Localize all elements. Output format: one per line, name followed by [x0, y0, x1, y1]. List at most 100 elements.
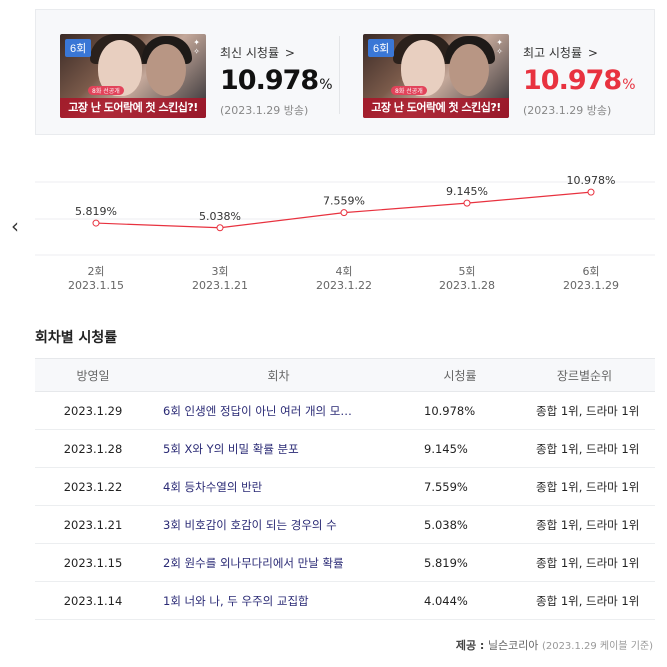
row-episode-link[interactable]: 6회 인생엔 정답이 아닌 여러 개의 모…	[151, 391, 406, 430]
row-date: 2023.1.29	[35, 391, 151, 430]
percent-unit: %	[319, 77, 332, 93]
chart-value-labels: 5.819% 5.038% 7.559% 9.145% 10.978%	[75, 174, 615, 223]
highest-rating-value: 10.978%	[523, 66, 663, 100]
table-row: 2023.1.15 2회 원수를 외나무다리에서 만날 확률 5.819% 종합 1위…	[35, 543, 655, 582]
ratings-summary-box: ✦ ✧ 6회 8화 선공개 고장 난 도어락에 첫 스킨십?! 최신 시청률 > …	[35, 9, 655, 135]
data-label: 5.819%	[75, 205, 117, 218]
ratings-line-chart: ‹ 5.819% 5.038% 7.559% 9.145% 10.978% 2회 2023…	[0, 150, 667, 300]
x-tick-date: 2023.1.28	[439, 279, 495, 292]
latest-rating-number: 10.978	[220, 65, 319, 96]
row-rank: 종합 1위, 드라마 1위	[514, 391, 655, 430]
chart-canvas: 5.819% 5.038%7.559%9.145%10.978% 2회2023.1…	[35, 174, 655, 292]
data-point	[92, 219, 100, 227]
source-label: 제공 :	[455, 639, 485, 652]
row-episode-link[interactable]: 2회 원수를 외나무다리에서 만날 확률	[151, 543, 406, 582]
table-header-row: 방영일 회차 시청률 장르별순위	[35, 358, 655, 392]
row-rating: 9.145%	[406, 429, 514, 468]
row-rating: 10.978%	[406, 391, 514, 430]
column-header-date: 방영일	[35, 358, 151, 392]
preview-badge: 8화 선공개	[88, 86, 124, 95]
section-title: 회차별 시청률	[35, 330, 118, 346]
data-point	[340, 209, 348, 217]
row-date: 2023.1.22	[35, 467, 151, 506]
chart-x-labels: 2회2023.1.153회2023.1.214회2023.1.225회2023.…	[68, 265, 619, 292]
row-rating: 5.819%	[406, 543, 514, 582]
column-header-episode: 회차	[151, 358, 406, 392]
episode-badge: 6회	[368, 39, 395, 57]
row-rank: 종합 1위, 드라마 1위	[514, 581, 655, 620]
data-label: 9.145%	[446, 185, 488, 198]
chart-grid	[35, 181, 655, 256]
episodes-table: 방영일 회차 시청률 장르별순위 2023.1.29 6회 인생엔 정답이 아닌 …	[35, 358, 655, 620]
latest-rating-date: (2023.1.29 방송)	[220, 104, 309, 117]
thumbnail-caption: 고장 난 도어락에 첫 스킨십?!	[60, 98, 206, 118]
row-rating: 5.038%	[406, 505, 514, 544]
thumbnail-figure	[449, 44, 489, 96]
x-tick-date: 2023.1.15	[68, 279, 124, 292]
chart-points	[92, 188, 595, 232]
chevron-right-icon: >	[284, 46, 295, 60]
x-tick-date: 2023.1.22	[316, 279, 372, 292]
x-tick-label: 6회	[582, 265, 599, 278]
x-tick-label: 5회	[458, 265, 475, 278]
row-date: 2023.1.21	[35, 505, 151, 544]
thumbnail-figure	[146, 44, 186, 96]
latest-episode-thumbnail[interactable]: ✦ ✧ 6회 8화 선공개 고장 난 도어락에 첫 스킨십?!	[60, 34, 206, 118]
data-point	[216, 224, 224, 232]
data-point	[463, 199, 471, 207]
latest-rating-label[interactable]: 최신 시청률 >	[220, 44, 360, 61]
row-date: 2023.1.28	[35, 429, 151, 468]
highest-rating-label[interactable]: 최고 시청률 >	[523, 44, 663, 61]
row-rank: 종합 1위, 드라마 1위	[514, 543, 655, 582]
row-rank: 종합 1위, 드라마 1위	[514, 467, 655, 506]
row-rank: 종합 1위, 드라마 1위	[514, 505, 655, 544]
source-note: (2023.1.29 케이블 기준)	[541, 641, 653, 652]
sparkle-icon: ✦ ✧	[193, 38, 200, 56]
highest-rating-date: (2023.1.29 방송)	[523, 104, 612, 117]
sparkle-icon: ✦ ✧	[496, 38, 503, 56]
source-provider: 닐슨코리아	[487, 639, 539, 652]
table-row: 2023.1.28 5회 X와 Y의 비밀 확률 분포 9.145% 종합 1위, 드…	[35, 429, 655, 468]
episode-badge: 6회	[65, 39, 92, 57]
x-tick-label: 2회	[87, 265, 104, 278]
chevron-right-icon: >	[587, 46, 598, 60]
table-row: 2023.1.21 3회 비호감이 호감이 되는 경우의 수 5.038% 종합 1위…	[35, 505, 655, 544]
x-tick-label: 3회	[211, 265, 228, 278]
data-label: 7.559%	[323, 195, 365, 208]
card-divider	[339, 36, 340, 114]
data-label: 10.978%	[567, 174, 616, 187]
chevron-left-icon[interactable]: ‹	[11, 214, 19, 238]
row-episode-link[interactable]: 3회 비호감이 호감이 되는 경우의 수	[151, 505, 406, 544]
highest-rating-info: 최고 시청률 > 10.978% (2023.1.29 방송)	[523, 44, 663, 118]
thumbnail-caption: 고장 난 도어락에 첫 스킨십?!	[363, 98, 509, 118]
row-date: 2023.1.14	[35, 581, 151, 620]
highest-rating-number: 10.978	[523, 65, 622, 96]
data-source: 제공 : 닐슨코리아 (2023.1.29 케이블 기준)	[456, 637, 653, 653]
row-rating: 7.559%	[406, 467, 514, 506]
row-episode-link[interactable]: 1회 너와 나, 두 우주의 교집합	[151, 581, 406, 620]
data-label: 5.038%	[199, 210, 241, 223]
highest-rating-card[interactable]: ✦ ✧ 6회 8화 선공개 고장 난 도어락에 첫 스킨십?! 최고 시청률 > …	[363, 34, 653, 118]
x-tick-date: 2023.1.21	[192, 279, 248, 292]
latest-rating-info: 최신 시청률 > 10.978% (2023.1.29 방송)	[220, 44, 360, 118]
latest-rating-card[interactable]: ✦ ✧ 6회 8화 선공개 고장 난 도어락에 첫 스킨십?! 최신 시청률 > …	[60, 34, 350, 118]
table-row: 2023.1.14 1회 너와 나, 두 우주의 교집합 4.044% 종합 1위, …	[35, 581, 655, 620]
data-point	[587, 188, 595, 196]
latest-rating-value: 10.978%	[220, 66, 360, 100]
row-episode-link[interactable]: 5회 X와 Y의 비밀 확률 분포	[151, 429, 406, 468]
column-header-rank: 장르별순위	[514, 358, 655, 392]
table-row: 2023.1.22 4회 등차수열의 반란 7.559% 종합 1위, 드라마 1위	[35, 467, 655, 506]
row-rank: 종합 1위, 드라마 1위	[514, 429, 655, 468]
latest-rating-label-text: 최신 시청률	[220, 46, 280, 60]
preview-badge: 8화 선공개	[391, 86, 427, 95]
row-date: 2023.1.15	[35, 543, 151, 582]
row-rating: 4.044%	[406, 581, 514, 620]
x-tick-date: 2023.1.29	[563, 279, 619, 292]
x-tick-label: 4회	[335, 265, 352, 278]
table-row: 2023.1.29 6회 인생엔 정답이 아닌 여러 개의 모… 10.978% 종합…	[35, 391, 655, 430]
highest-rating-label-text: 최고 시청률	[523, 46, 583, 60]
highest-episode-thumbnail[interactable]: ✦ ✧ 6회 8화 선공개 고장 난 도어락에 첫 스킨십?!	[363, 34, 509, 118]
column-header-rating: 시청률	[406, 358, 514, 392]
row-episode-link[interactable]: 4회 등차수열의 반란	[151, 467, 406, 506]
percent-unit: %	[622, 77, 635, 93]
